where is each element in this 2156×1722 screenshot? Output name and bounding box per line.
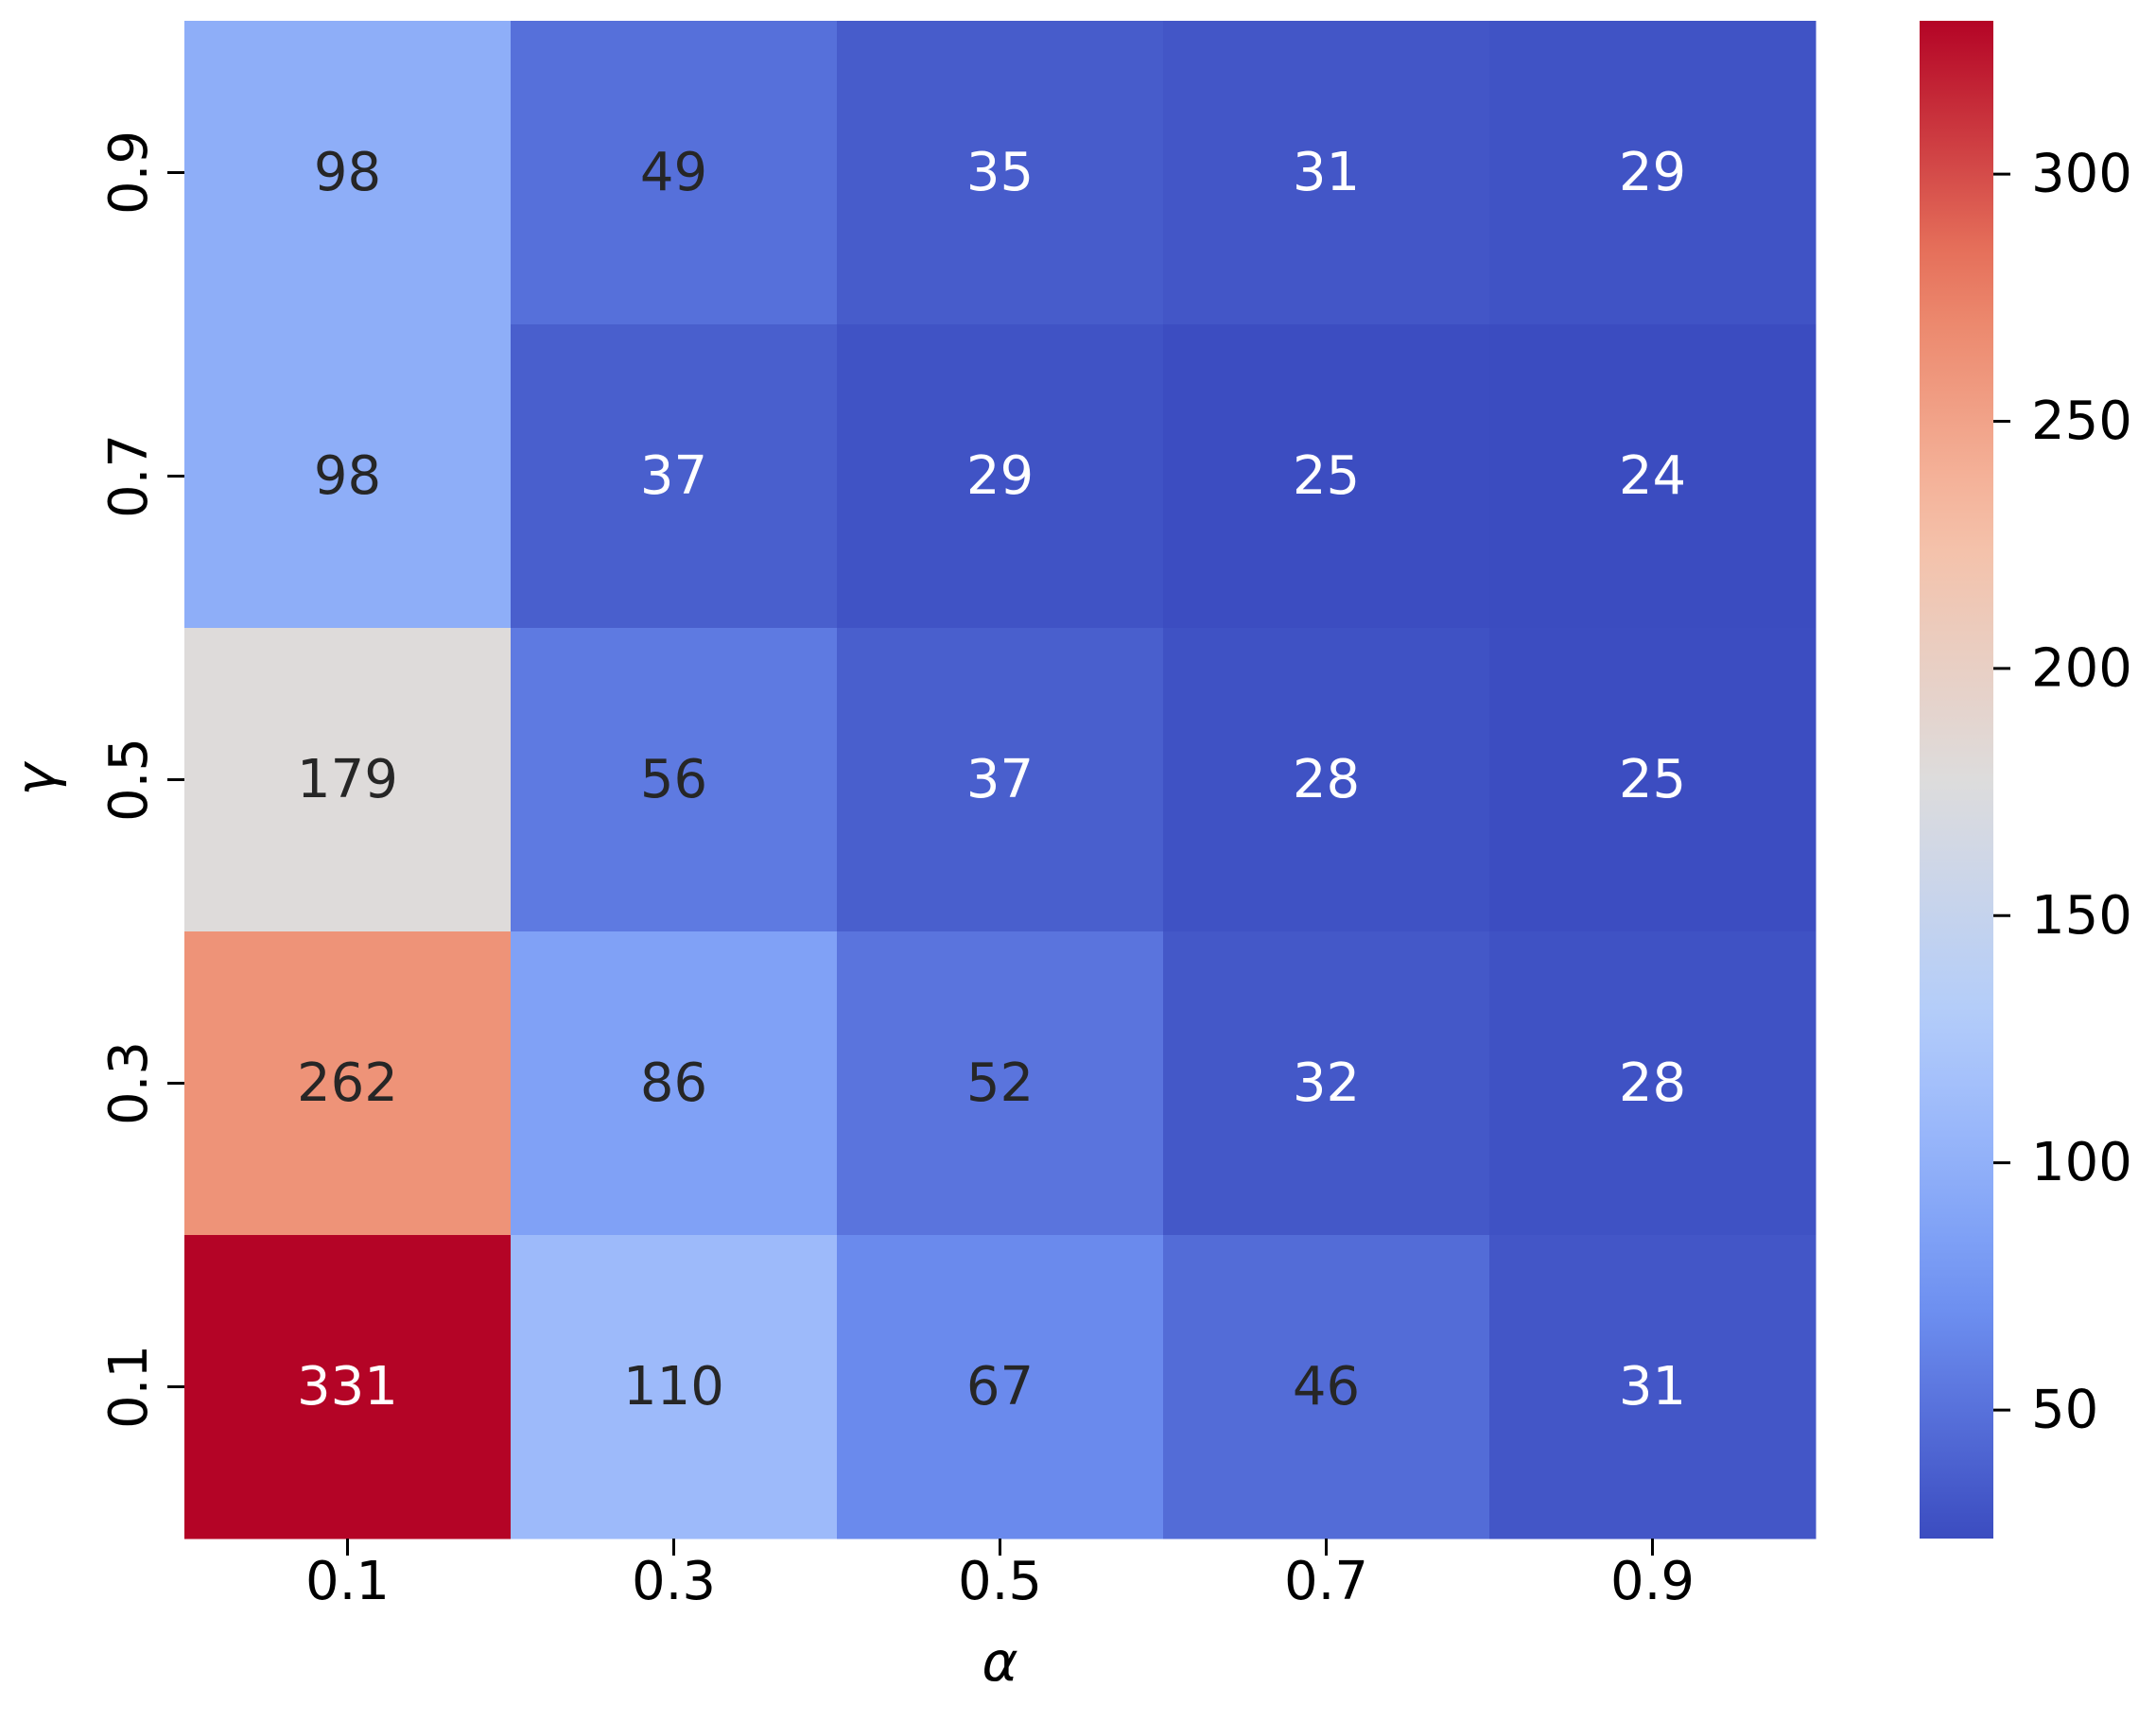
heatmap-cell	[511, 324, 838, 629]
heatmap-cell	[837, 931, 1164, 1236]
cell-value-label: 31	[1293, 142, 1360, 203]
cell-value-label: 32	[1293, 1052, 1360, 1114]
y-axis: 0.9 0.7 0.5 0.3 0.1	[98, 130, 184, 1429]
heatmap-cell	[837, 1235, 1164, 1539]
heatmap-cell	[511, 628, 838, 932]
colorbar-tick-label: 200	[2031, 637, 2132, 699]
heatmap-cell	[184, 628, 512, 932]
x-tick-label: 0.1	[305, 1551, 390, 1612]
cell-value-label: 29	[966, 445, 1034, 507]
cell-value-label: 37	[966, 749, 1034, 810]
heatmap-cell	[1489, 628, 1817, 932]
cell-value-label: 98	[314, 445, 381, 507]
cell-value-label: 37	[640, 445, 707, 507]
heatmap-cell	[1489, 324, 1817, 629]
y-axis-label: γ	[4, 761, 68, 796]
cell-value-label: 262	[297, 1052, 398, 1114]
colorbar-tick-label: 50	[2031, 1380, 2098, 1441]
heatmap-cell	[1163, 21, 1490, 325]
cell-value-label: 331	[297, 1356, 398, 1418]
cell-value-label: 46	[1293, 1356, 1360, 1418]
cell-value-label: 28	[1619, 1052, 1686, 1114]
cell-value-label: 24	[1619, 445, 1686, 507]
heatmap-cell	[511, 931, 838, 1236]
cell-value-label: 28	[1293, 749, 1360, 810]
x-tick-label: 0.7	[1284, 1551, 1368, 1612]
heatmap-cell	[184, 1235, 512, 1539]
colorbar-tick-label: 100	[2031, 1132, 2132, 1193]
heatmap-cell	[511, 1235, 838, 1539]
heatmap-cell	[837, 628, 1164, 932]
heatmap-cells	[184, 21, 1817, 1539]
y-tick-label: 0.1	[98, 1345, 160, 1429]
x-axis-label: α	[982, 1629, 1017, 1694]
x-tick-label: 0.5	[958, 1551, 1042, 1612]
cell-value-label: 179	[297, 749, 398, 810]
cell-value-label: 56	[640, 749, 707, 810]
cell-value-label: 67	[966, 1356, 1034, 1418]
cell-value-label: 31	[1619, 1356, 1686, 1418]
colorbar: 50 100 150 200 250 300	[1920, 21, 2132, 1539]
heatmap-cell	[837, 21, 1164, 325]
colorbar-tick-label: 150	[2031, 885, 2132, 947]
x-axis: 0.1 0.3 0.5 0.7 0.9	[305, 1539, 1695, 1612]
cell-value-label: 110	[623, 1356, 724, 1418]
heatmap-cell	[1489, 931, 1817, 1236]
heatmap-cell	[1163, 931, 1490, 1236]
heatmap-cell	[184, 21, 512, 325]
cell-value-label: 25	[1293, 445, 1360, 507]
y-tick-label: 0.5	[98, 738, 160, 822]
colorbar-gradient	[1920, 21, 1993, 1539]
x-tick-label: 0.9	[1610, 1551, 1695, 1612]
cell-value-label: 49	[640, 142, 707, 203]
y-tick-label: 0.7	[98, 434, 160, 518]
y-tick-label: 0.9	[98, 130, 160, 215]
heatmap-cell	[1489, 21, 1817, 325]
heatmap-cell	[1163, 628, 1490, 932]
heatmap-cell	[184, 931, 512, 1236]
heatmap-cell	[184, 324, 512, 629]
heatmap-cell	[1163, 1235, 1490, 1539]
heatmap-cell	[1163, 324, 1490, 629]
heatmap-cell	[1489, 1235, 1817, 1539]
x-tick-label: 0.3	[632, 1551, 716, 1612]
cell-value-label: 98	[314, 142, 381, 203]
colorbar-tick-label: 250	[2031, 391, 2132, 452]
heatmap-cell	[837, 324, 1164, 629]
cell-value-label: 86	[640, 1052, 707, 1114]
cell-value-label: 25	[1619, 749, 1686, 810]
heatmap-cell-labels: 98 49 35 31 29 98 37 29 25 24 179 56 37 28 25 262 86 52 32…	[297, 142, 1686, 1418]
y-tick-label: 0.3	[98, 1041, 160, 1125]
colorbar-tick-label: 300	[2031, 144, 2132, 205]
cell-value-label: 29	[1619, 142, 1686, 203]
cell-value-label: 35	[966, 142, 1034, 203]
heatmap-cell	[511, 21, 838, 325]
cell-value-label: 52	[966, 1052, 1034, 1114]
